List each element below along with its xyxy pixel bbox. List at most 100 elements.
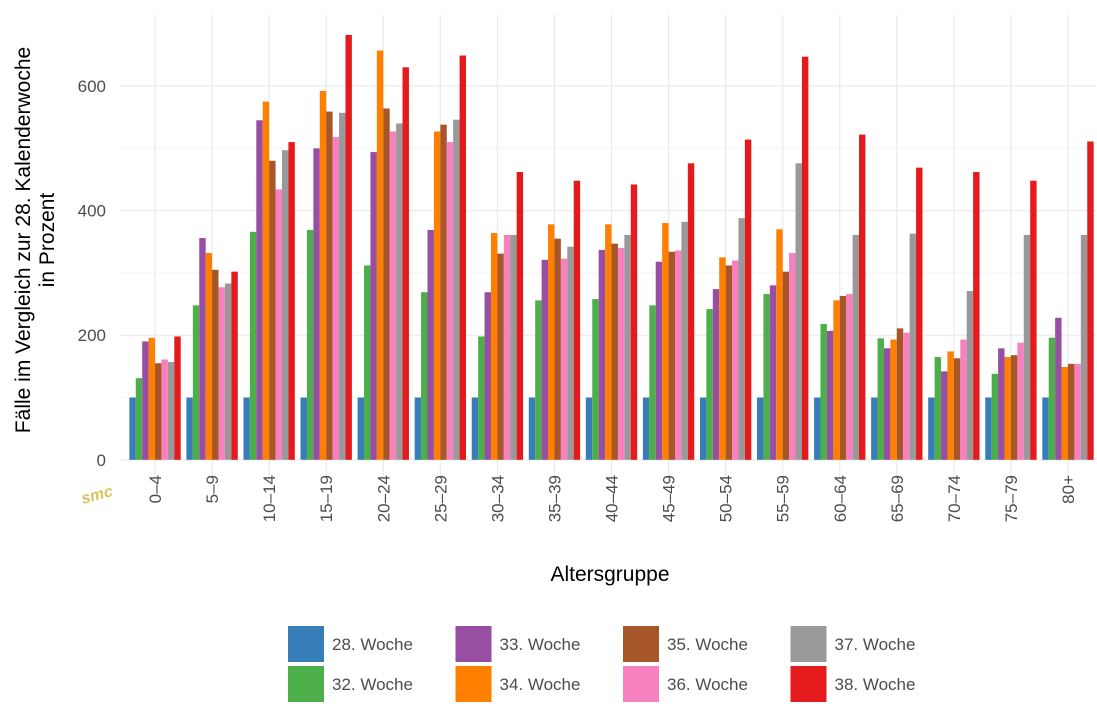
- bar: [883, 348, 891, 460]
- bar: [820, 324, 827, 460]
- bar: [953, 358, 961, 460]
- bar: [212, 269, 219, 460]
- legend-label: 33. Woche: [500, 635, 581, 654]
- legend-label: 28. Woche: [332, 635, 413, 654]
- bar: [795, 163, 802, 460]
- x-tick-label: 80+: [1059, 475, 1078, 504]
- legend-key: [288, 626, 324, 662]
- bar: [719, 257, 726, 460]
- bar: [598, 249, 606, 460]
- bar: [782, 271, 790, 460]
- legend-key: [623, 666, 659, 702]
- y-axis-title: Fälle im Vergleich zur 28. Kalenderwoche: [12, 47, 35, 433]
- bar: [192, 305, 200, 460]
- x-tick-label: 65–69: [888, 475, 907, 522]
- bar: [1048, 337, 1056, 460]
- bar: [991, 373, 999, 460]
- bar: [1080, 234, 1088, 460]
- bar: [757, 397, 764, 460]
- bar: [1087, 141, 1094, 460]
- bar: [414, 397, 422, 460]
- bar: [573, 180, 581, 460]
- bar: [567, 246, 574, 460]
- y-tick-label: 0: [97, 451, 106, 470]
- bar: [947, 351, 954, 460]
- bar: [357, 397, 365, 460]
- logo: smc: [79, 483, 114, 508]
- bar: [402, 67, 409, 460]
- bar: [516, 171, 524, 460]
- bar: [585, 397, 593, 460]
- bar: [1061, 366, 1068, 460]
- bar: [1030, 180, 1037, 460]
- bar: [681, 221, 688, 460]
- legend-label: 37. Woche: [835, 635, 916, 654]
- bar: [985, 397, 992, 460]
- bar: [339, 112, 346, 460]
- bar: [1042, 397, 1049, 460]
- bar: [535, 300, 542, 460]
- x-tick-label: 40–44: [603, 475, 622, 522]
- legend-label: 38. Woche: [835, 675, 916, 694]
- bar: [973, 171, 980, 460]
- x-tick-label: 0–4: [146, 475, 165, 503]
- bar: [281, 150, 289, 460]
- x-tick-label: 10–14: [260, 475, 279, 522]
- bar: [135, 378, 143, 460]
- bar: [288, 142, 295, 460]
- x-tick-label: 50–54: [717, 475, 736, 522]
- bar: [852, 234, 860, 460]
- bar: [490, 233, 498, 460]
- bar: [453, 119, 460, 460]
- bar: [687, 163, 695, 460]
- bar: [459, 55, 467, 460]
- x-tick-label: 25–29: [431, 475, 450, 522]
- bar: [826, 330, 834, 460]
- bar: [859, 134, 866, 460]
- bar: [1004, 357, 1011, 460]
- legend-label: 32. Woche: [332, 675, 413, 694]
- bar: [605, 224, 612, 460]
- x-tick-label: 15–19: [317, 475, 336, 522]
- bar: [998, 348, 1005, 460]
- bar: [662, 223, 669, 460]
- bar: [262, 101, 270, 460]
- bar: [243, 397, 250, 460]
- x-tick-label: 55–59: [774, 475, 793, 522]
- bar: [370, 152, 377, 460]
- bar: [916, 167, 923, 460]
- y-tick-label: 400: [78, 202, 106, 221]
- bar: [167, 362, 175, 460]
- bar: [1017, 342, 1024, 460]
- bar: [1067, 363, 1075, 460]
- bar: [427, 229, 434, 460]
- legend-label: 36. Woche: [667, 675, 748, 694]
- bar: [630, 184, 638, 460]
- bar: [231, 271, 238, 460]
- legend-key: [790, 626, 827, 662]
- x-tick-label: 75–79: [1002, 475, 1021, 522]
- bar: [478, 336, 485, 460]
- bar: [769, 285, 777, 460]
- bar: [1055, 317, 1062, 460]
- legend-label: 34. Woche: [500, 675, 581, 694]
- bar: [129, 397, 136, 460]
- bar: [839, 295, 847, 460]
- bar: [896, 328, 904, 460]
- bar: [668, 251, 675, 460]
- bar: [332, 137, 340, 460]
- bar: [186, 397, 193, 460]
- x-axis-title: Altersgruppe: [550, 563, 669, 586]
- bar: [275, 189, 282, 460]
- y-tick-label: 200: [78, 326, 106, 345]
- x-tick-label: 5–9: [203, 475, 222, 503]
- bar: [611, 243, 618, 460]
- bar: [205, 252, 213, 460]
- bar: [877, 338, 884, 460]
- bar: [224, 283, 232, 460]
- bar: [155, 363, 162, 460]
- x-tick-label: 20–24: [374, 475, 393, 522]
- bar: [706, 309, 713, 460]
- bar: [763, 294, 770, 460]
- bar: [161, 359, 168, 460]
